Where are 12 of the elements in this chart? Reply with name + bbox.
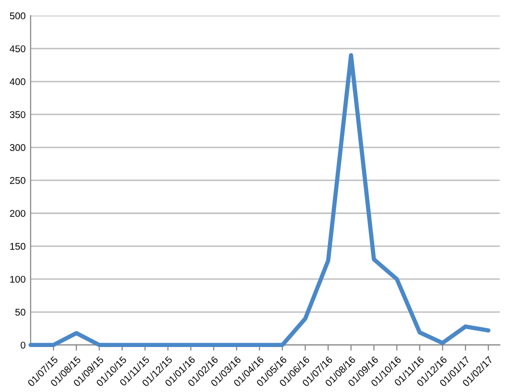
y-tick-label: 50 [15,308,26,316]
line-series [28,53,490,348]
y-tick-label: 450 [10,45,26,52]
y-tick-label: 400 [10,78,26,86]
y-tick-label: 150 [10,242,26,250]
y-tick-label: 0 [20,342,26,349]
y-tick-label: 350 [10,111,26,118]
y-tick-label: 100 [10,276,26,283]
y-tick-label: 300 [10,144,26,152]
y-tick-label: 500 [10,12,26,20]
y-tick-label: 200 [10,210,26,217]
y-tick-label: 250 [10,177,26,184]
